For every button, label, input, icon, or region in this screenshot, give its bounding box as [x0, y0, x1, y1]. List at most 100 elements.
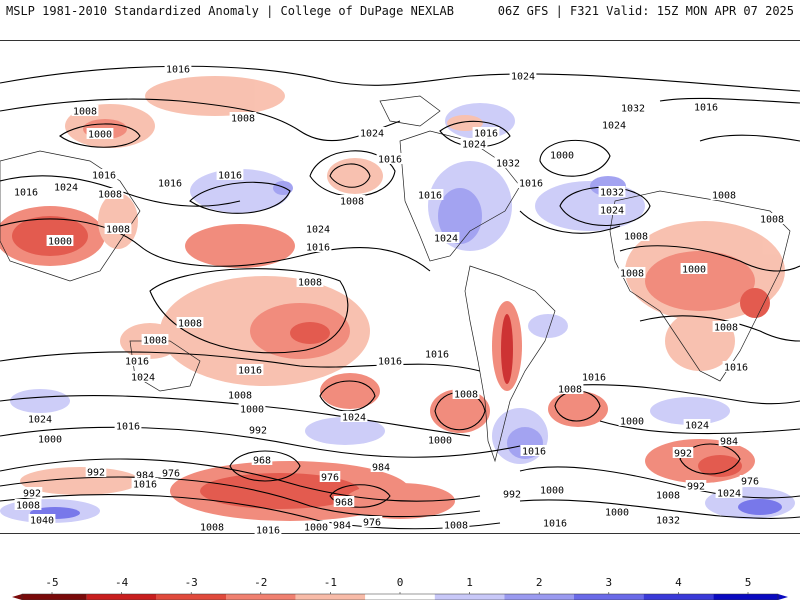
colorbar-tick-label: 3 — [605, 576, 612, 589]
colorbar: -5 -4 -3 -2 -1 0 1 2 3 4 5 — [12, 576, 788, 600]
svg-text:984: 984 — [372, 463, 390, 474]
svg-text:1016: 1016 — [724, 363, 748, 374]
svg-text:1016: 1016 — [418, 191, 442, 202]
isobar-label: 1016 — [304, 241, 332, 254]
svg-text:984: 984 — [136, 471, 154, 482]
svg-text:1024: 1024 — [717, 489, 741, 500]
isobar-label: 1032 — [619, 102, 647, 115]
svg-text:1032: 1032 — [600, 188, 624, 199]
svg-text:1008: 1008 — [712, 191, 736, 202]
svg-text:1000: 1000 — [428, 436, 452, 447]
colorbar-tick-labels: -5 -4 -3 -2 -1 0 1 2 3 4 5 — [45, 576, 751, 594]
svg-text:1016: 1016 — [256, 526, 280, 536]
isobar-label: 1024 — [683, 419, 711, 432]
isobar-label: 1024 — [598, 204, 626, 217]
svg-text:976: 976 — [162, 469, 180, 480]
colorbar-swatch — [643, 594, 714, 600]
isobar-label: 1008 — [141, 334, 169, 347]
isobar-label: 1016 — [131, 478, 159, 491]
isobar-label: 1008 — [442, 519, 470, 532]
svg-text:976: 976 — [321, 473, 339, 484]
svg-text:1008: 1008 — [200, 523, 224, 534]
svg-text:1024: 1024 — [360, 129, 384, 140]
svg-text:1024: 1024 — [600, 206, 624, 217]
isobar-label: 976 — [160, 467, 182, 480]
isobar-label: 1024 — [432, 232, 460, 245]
svg-text:1000: 1000 — [540, 486, 564, 497]
isobar-label: 1008 — [710, 189, 738, 202]
isobar-label: 992 — [21, 487, 43, 500]
map-title: MSLP 1981-2010 Standardized Anomaly | Co… — [6, 4, 454, 18]
colorbar-swatch — [365, 594, 435, 600]
isobar-label: 992 — [672, 447, 694, 460]
isobar-label: 1000 — [426, 434, 454, 447]
svg-text:1008: 1008 — [106, 225, 130, 236]
svg-text:1016: 1016 — [582, 373, 606, 384]
isobar-label: 1016 — [216, 169, 244, 182]
isobar-label: 984 — [331, 519, 353, 532]
colorbar-tick-label: -2 — [254, 576, 267, 589]
svg-text:1008: 1008 — [178, 319, 202, 330]
isobar-label: 1016 — [541, 517, 569, 530]
isobar-label: 976 — [739, 475, 761, 488]
colorbar-swatch — [22, 594, 87, 600]
colorbar-swatch — [156, 594, 226, 600]
svg-text:1008: 1008 — [340, 197, 364, 208]
colorbar-swatches — [12, 593, 788, 600]
isobar-label: 1024 — [129, 371, 157, 384]
svg-text:992: 992 — [674, 449, 692, 460]
svg-text:1008: 1008 — [98, 190, 122, 201]
svg-text:1016: 1016 — [474, 129, 498, 140]
isobar-label: 1016 — [254, 524, 282, 536]
colorbar-tick-label: 5 — [745, 576, 752, 589]
svg-text:1016: 1016 — [116, 422, 140, 433]
colorbar-tick-label: 1 — [466, 576, 473, 589]
isobar-label: 1016 — [114, 420, 142, 433]
isobar-label: 1016 — [416, 189, 444, 202]
isobar-label: 1024 — [600, 119, 628, 132]
isobar-label: 1000 — [548, 149, 576, 162]
svg-text:984: 984 — [720, 437, 738, 448]
svg-text:1024: 1024 — [685, 421, 709, 432]
isobar-label: 1032 — [494, 157, 522, 170]
svg-text:1000: 1000 — [48, 237, 72, 248]
colorbar-swatch — [226, 594, 296, 600]
svg-text:1024: 1024 — [28, 415, 52, 426]
svg-text:1008: 1008 — [760, 215, 784, 226]
isobar-label: 992 — [247, 424, 269, 437]
isobar-label: 1016 — [692, 101, 720, 114]
isobar-label: 1008 — [226, 389, 254, 402]
svg-text:1016: 1016 — [425, 350, 449, 361]
svg-text:992: 992 — [503, 490, 521, 501]
svg-text:992: 992 — [87, 468, 105, 479]
isobar-label: 1008 — [618, 267, 646, 280]
svg-text:1024: 1024 — [602, 121, 626, 132]
svg-text:1008: 1008 — [620, 269, 644, 280]
svg-text:1016: 1016 — [92, 171, 116, 182]
colorbar-tick-label: 0 — [397, 576, 404, 589]
isobar-label: 1008 — [712, 321, 740, 334]
svg-text:1016: 1016 — [378, 155, 402, 166]
svg-text:976: 976 — [741, 477, 759, 488]
isobar-label: 1016 — [164, 63, 192, 76]
isobar-label: 984 — [134, 469, 156, 482]
svg-text:968: 968 — [335, 498, 353, 509]
svg-text:968: 968 — [253, 456, 271, 467]
isobar-label: 1016 — [580, 371, 608, 384]
colorbar-swatch — [295, 594, 366, 600]
svg-text:1016: 1016 — [166, 65, 190, 76]
svg-text:1024: 1024 — [131, 373, 155, 384]
isobar-label: 1000 — [603, 506, 631, 519]
svg-text:1016: 1016 — [158, 179, 182, 190]
svg-text:1024: 1024 — [434, 234, 458, 245]
svg-text:1040: 1040 — [30, 516, 54, 527]
isobar-label: 1008 — [176, 317, 204, 330]
svg-text:992: 992 — [687, 482, 705, 493]
svg-text:1016: 1016 — [694, 103, 718, 114]
colorbar-swatch — [86, 594, 157, 600]
svg-text:1008: 1008 — [298, 278, 322, 289]
isobar-label: 1032 — [598, 186, 626, 199]
svg-text:1024: 1024 — [462, 140, 486, 151]
isobar-label: 1016 — [423, 348, 451, 361]
